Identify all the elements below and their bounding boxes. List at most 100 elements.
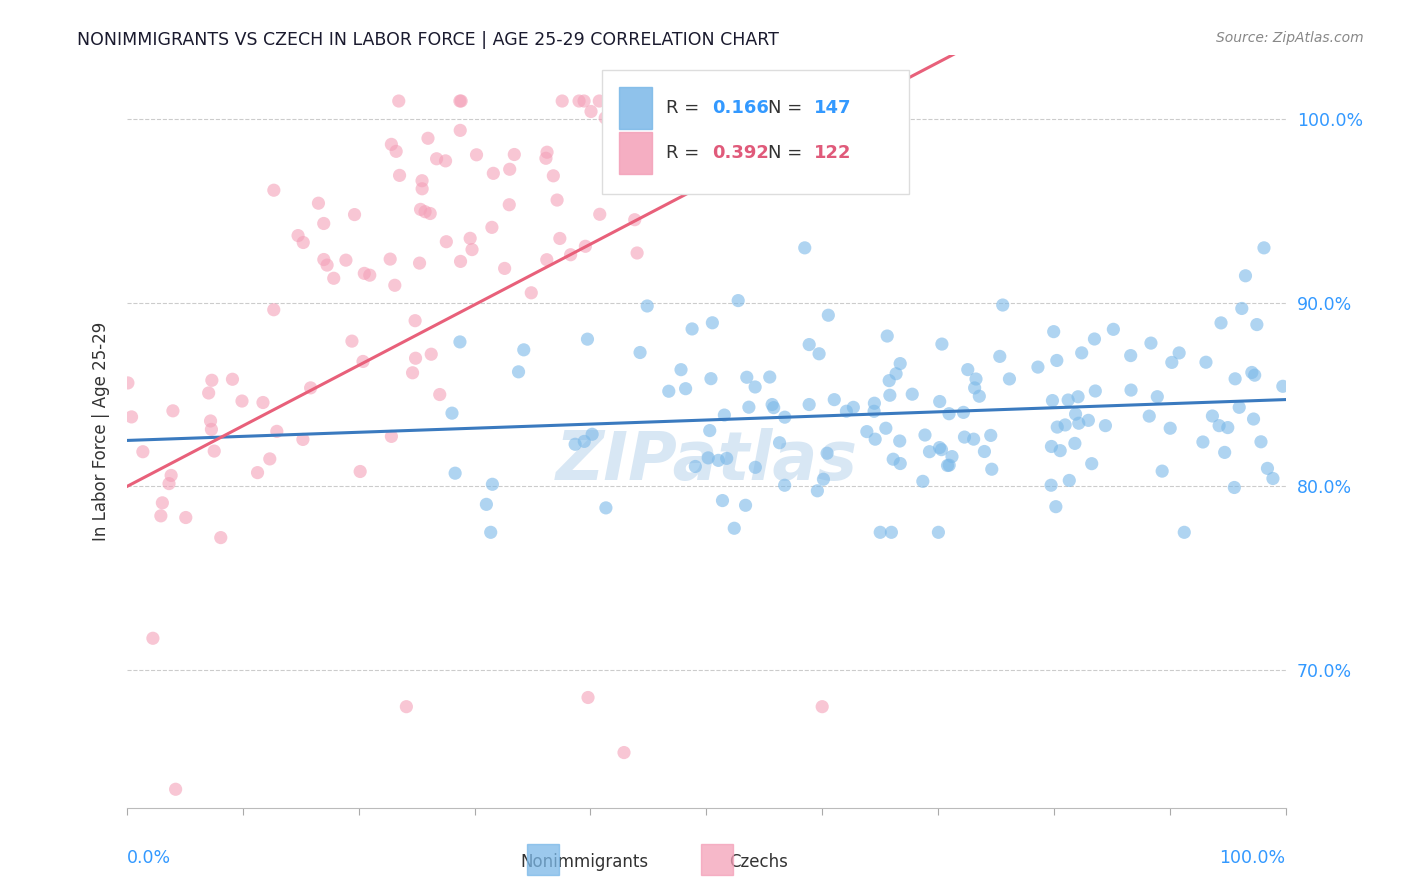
Point — [200, 414, 222, 428]
Point — [581, 427, 603, 442]
Point — [401, 366, 423, 380]
Point — [246, 466, 269, 480]
Point — [817, 308, 839, 322]
Point — [697, 450, 720, 465]
Point — [263, 302, 285, 317]
Point — [419, 206, 441, 220]
Point — [1160, 355, 1182, 369]
Point — [875, 421, 897, 435]
Point — [758, 370, 780, 384]
Point — [380, 429, 402, 443]
Point — [718, 94, 741, 108]
Point — [623, 212, 645, 227]
Point — [312, 252, 335, 267]
Point — [696, 94, 718, 108]
Point — [149, 508, 172, 523]
Point — [1054, 417, 1077, 432]
Point — [498, 198, 520, 212]
Point — [266, 425, 288, 439]
Point — [520, 285, 543, 300]
Point — [307, 196, 329, 211]
Point — [727, 293, 749, 308]
Point — [380, 252, 402, 266]
Point — [931, 442, 953, 457]
Point — [481, 477, 503, 491]
Point — [856, 425, 879, 439]
Point — [1227, 401, 1250, 415]
Point — [1119, 349, 1142, 363]
Point — [416, 131, 439, 145]
Point — [162, 404, 184, 418]
Point — [434, 153, 457, 168]
Point — [799, 337, 821, 351]
Point — [963, 381, 986, 395]
Point — [889, 357, 911, 371]
Point — [1067, 390, 1090, 404]
Point — [1040, 478, 1063, 492]
Point — [560, 248, 582, 262]
Point — [869, 525, 891, 540]
Point — [773, 410, 796, 425]
Point — [1201, 409, 1223, 423]
Point — [1067, 416, 1090, 430]
Point — [889, 434, 911, 448]
Point — [889, 457, 911, 471]
Point — [941, 450, 963, 464]
Point — [956, 362, 979, 376]
Point — [931, 337, 953, 351]
Point — [1102, 322, 1125, 336]
Point — [536, 252, 558, 267]
Point — [481, 220, 503, 235]
Point — [1070, 346, 1092, 360]
Text: 147: 147 — [814, 99, 852, 117]
Text: 0.392: 0.392 — [711, 144, 769, 162]
Point — [292, 235, 315, 250]
Point — [411, 182, 433, 196]
Y-axis label: In Labor Force | Age 25-29: In Labor Force | Age 25-29 — [93, 322, 110, 541]
Point — [1152, 464, 1174, 478]
Point — [508, 365, 530, 379]
Point — [673, 94, 696, 108]
Point — [835, 404, 858, 418]
Point — [595, 500, 617, 515]
Point — [799, 398, 821, 412]
Point — [626, 246, 648, 260]
Point — [576, 690, 599, 705]
Point — [962, 432, 984, 446]
Point — [901, 387, 924, 401]
Point — [1042, 325, 1064, 339]
Point — [1230, 301, 1253, 316]
Point — [384, 278, 406, 293]
Point — [973, 444, 995, 458]
Point — [503, 147, 526, 161]
Point — [291, 433, 314, 447]
Point — [768, 435, 790, 450]
Point — [499, 162, 522, 177]
Point — [1084, 384, 1107, 398]
Point — [876, 329, 898, 343]
Point — [882, 452, 904, 467]
Point — [409, 202, 432, 217]
Text: 100.0%: 100.0% — [1219, 849, 1285, 867]
Point — [1077, 413, 1099, 427]
Point — [201, 373, 224, 387]
Point — [610, 94, 633, 108]
Point — [259, 451, 281, 466]
Point — [724, 94, 747, 108]
Point — [551, 94, 574, 108]
Point — [479, 525, 502, 540]
Point — [513, 343, 536, 357]
Point — [714, 94, 737, 108]
Point — [579, 104, 602, 119]
Point — [734, 498, 756, 512]
Point — [640, 147, 662, 161]
Point — [914, 428, 936, 442]
Point — [927, 525, 949, 540]
Point — [440, 406, 463, 420]
Point — [1261, 471, 1284, 485]
Point — [675, 382, 697, 396]
Text: N =: N = — [768, 99, 807, 117]
Point — [160, 468, 183, 483]
Point — [1045, 500, 1067, 514]
Point — [713, 408, 735, 422]
